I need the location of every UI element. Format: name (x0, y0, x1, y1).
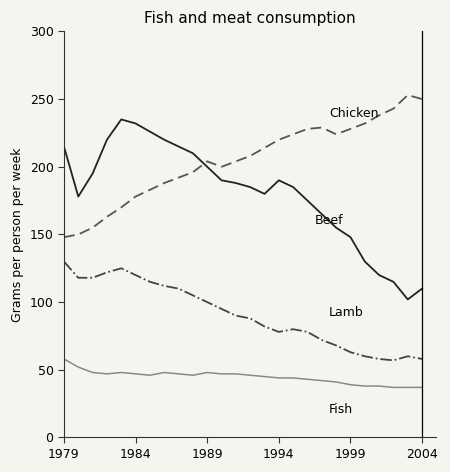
Text: Lamb: Lamb (329, 306, 364, 319)
Text: Beef: Beef (315, 214, 343, 227)
Text: Chicken: Chicken (329, 107, 378, 120)
Text: Fish: Fish (329, 403, 353, 416)
Title: Fish and meat consumption: Fish and meat consumption (144, 11, 356, 26)
Y-axis label: Grams per person per week: Grams per person per week (11, 147, 24, 322)
